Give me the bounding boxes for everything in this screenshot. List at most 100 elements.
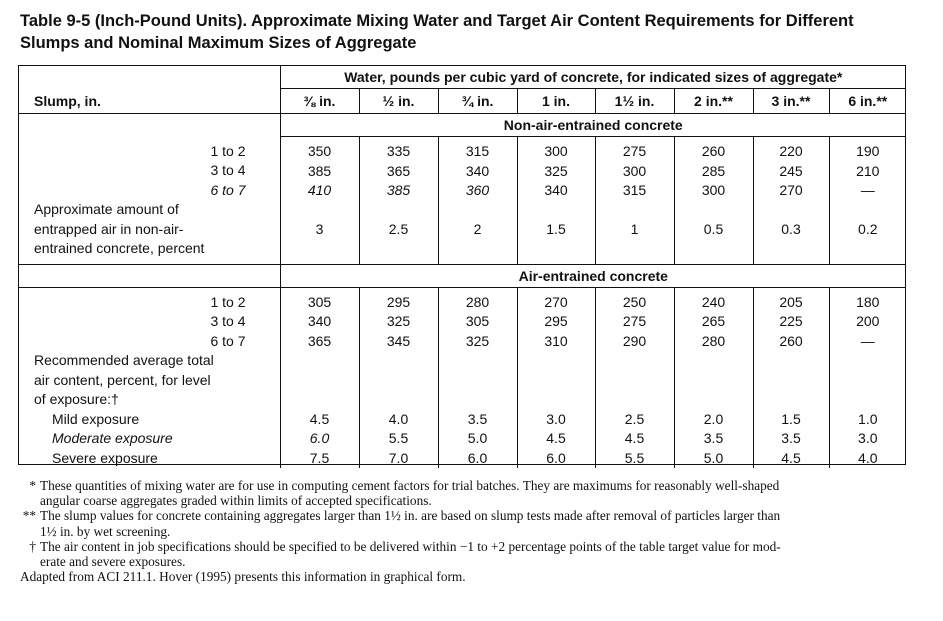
section-row-air: Air-entrained concrete [18, 263, 907, 288]
exposure-value: 2.5 [624, 410, 645, 427]
air-col-3: 205 225 260 1.5 3.5 4.5 [752, 286, 829, 468]
section-title-non-air: Non-air-entrained concrete [279, 113, 907, 137]
value-cell: 300 [622, 162, 647, 179]
footnote-mark: ** [22, 508, 36, 524]
exposure-value: 5.0 [467, 430, 488, 446]
value-cell: 280 [465, 293, 490, 310]
exposure-value: 7.5 [309, 449, 330, 466]
air-col-6: 180 200 — 1.0 3.0 4.0 [828, 286, 907, 468]
value-cell: 345 [386, 332, 411, 349]
water-header: Water, pounds per cubic yard of concrete… [279, 65, 907, 89]
value-cell: 180 [856, 293, 880, 310]
value-cell: 265 [701, 313, 726, 329]
exposure-value: 6.0 [467, 449, 488, 466]
footnote-line: 1½ in. by wet screening. [40, 523, 171, 539]
entrapped-value: 3 [315, 221, 324, 237]
entrapped-value: 0.5 [703, 221, 724, 237]
size-header-2: 2 in.** [673, 88, 753, 114]
value-cell: 260 [701, 143, 726, 159]
value-cell: 325 [465, 332, 490, 349]
value-cell: 285 [701, 162, 726, 179]
size-header-1: 1 in. [516, 88, 595, 114]
section-title-air: Air-entrained concrete [279, 263, 907, 288]
footnote-double-star: ** The slump values for concrete contain… [20, 508, 920, 538]
entrapped-label-line-1: Approximate amount of [34, 201, 179, 217]
slump-1-to-2: 1 to 2 [210, 293, 246, 310]
value-cell: 350 [307, 143, 332, 159]
exposure-mild-label: Mild exposure [52, 410, 140, 427]
value-cell: 305 [465, 313, 490, 329]
exposure-value: 6.0 [309, 430, 330, 446]
exposure-value: 5.5 [624, 449, 645, 466]
value-cell: 275 [622, 313, 647, 329]
footnote-dagger: † The air content in job specifications … [20, 539, 920, 569]
mixing-water-table: Water, pounds per cubic yard of concrete… [18, 65, 907, 468]
value-cell: 365 [386, 162, 411, 179]
value-cell: 340 [307, 313, 332, 329]
air-col-1-1-2: 250 275 290 2.5 4.5 5.5 [594, 286, 674, 468]
recommended-label-line-3: of exposure:† [34, 391, 119, 407]
exposure-value: 3.5 [467, 410, 488, 427]
exposure-value: 5.0 [703, 449, 724, 466]
entrapped-label-line-2: entrapped air in non-air- [34, 220, 184, 237]
exposure-value: 5.5 [388, 430, 409, 446]
section-row-non-air: Non-air-entrained concrete [18, 113, 907, 137]
footnote-line: These quantities of mixing water are for… [40, 478, 780, 493]
footnote-line: The slump values for concrete containing… [40, 508, 781, 524]
value-cell: 280 [701, 332, 726, 349]
non-air-body: 1 to 2 3 to 4 6 to 7 Approximate amount … [18, 136, 907, 264]
value-cell: 210 [856, 162, 880, 179]
exposure-value: 1.5 [781, 410, 801, 427]
exposure-value: 3.5 [703, 430, 724, 446]
entrapped-value: 2.5 [388, 221, 409, 237]
non-air-col-3-4: 315 340 360 2 [437, 136, 517, 264]
exposure-value: 3.0 [858, 430, 878, 446]
exposure-value: 2.0 [703, 410, 724, 427]
exposure-value: 4.5 [309, 410, 330, 427]
value-cell: 190 [856, 143, 880, 159]
exposure-severe-label: Severe exposure [52, 449, 158, 466]
table-title-line-2: Slumps and Nominal Maximum Sizes of Aggr… [20, 34, 417, 52]
value-cell: 295 [386, 293, 411, 310]
value-cell: 340 [465, 162, 490, 179]
entrapped-value: 0.2 [858, 221, 878, 237]
exposure-value: 4.5 [624, 430, 645, 446]
air-label-cell: 1 to 2 3 to 4 6 to 7 Recommended average… [18, 286, 280, 468]
exposure-value: 4.5 [546, 430, 566, 446]
value-cell: 200 [856, 313, 880, 329]
value-cell: 325 [386, 313, 411, 329]
non-air-col-3: 220 245 270 0.3 [752, 136, 829, 264]
value-cell: 365 [307, 332, 332, 349]
value-cell: 385 [307, 162, 332, 179]
value-cell: 250 [622, 293, 647, 310]
value-cell: 300 [544, 143, 568, 159]
exposure-value: 3.0 [546, 410, 566, 427]
footnote-line: The air content in job specifications sh… [40, 538, 781, 554]
value-cell: 385 [386, 182, 411, 198]
non-air-col-1-2: 335 365 385 2.5 [358, 136, 438, 264]
footnote-line: angular coarse aggregates graded within … [40, 493, 432, 509]
slump-header: Slump, in. [18, 88, 280, 114]
air-body: 1 to 2 3 to 4 6 to 7 Recommended average… [18, 286, 907, 468]
entrapped-value: 2 [473, 221, 482, 237]
exposure-value: 6.0 [546, 449, 566, 466]
exposure-value: 7.0 [388, 449, 409, 466]
exposure-value: 3.5 [781, 430, 801, 446]
value-cell: 315 [465, 143, 490, 159]
exposure-value: 4.0 [388, 410, 409, 427]
value-cell: 310 [544, 332, 568, 349]
value-cell: 205 [779, 293, 803, 310]
footnote-line: erate and severe exposures. [40, 554, 186, 570]
value-cell: 260 [779, 332, 803, 349]
entrapped-value: 0.3 [781, 221, 801, 237]
recommended-label-line-1: Recommended average total [34, 352, 214, 368]
size-header-3-4: ¾ in. [437, 88, 517, 114]
air-col-1: 270 295 310 3.0 4.5 6.0 [516, 286, 595, 468]
footnote-mark: † [29, 538, 36, 554]
footnote-star: * These quantities of mixing water are f… [20, 478, 920, 508]
exposure-moderate-label: Moderate exposure [52, 430, 173, 446]
entrapped-label-line-3: entrained concrete, percent [34, 240, 205, 256]
size-header-3-8: ⅜ in. [279, 88, 359, 114]
value-cell: 225 [779, 313, 803, 329]
value-cell: 220 [779, 143, 803, 159]
